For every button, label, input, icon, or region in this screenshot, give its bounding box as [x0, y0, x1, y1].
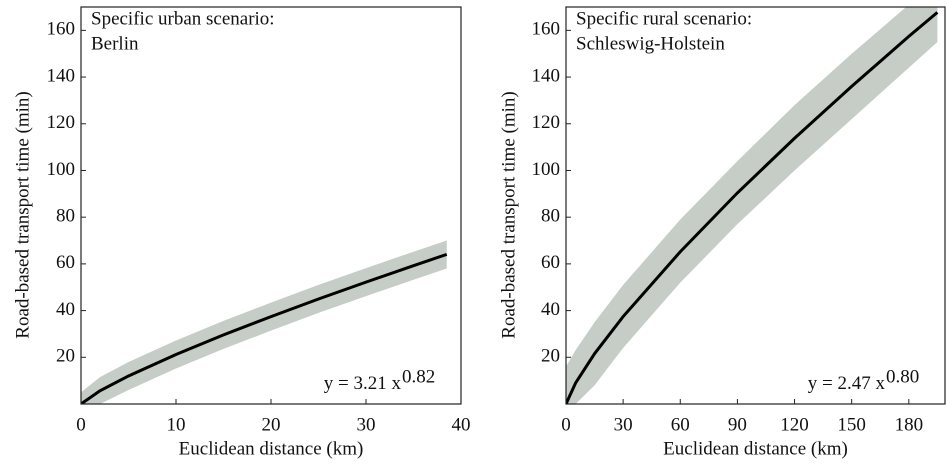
y-tick-label: 120: [532, 112, 561, 133]
x-tick-label: 180: [895, 414, 924, 435]
plot-area: [566, 7, 939, 404]
equation-exponent: 0.82: [402, 366, 435, 387]
y-tick-label: 120: [47, 112, 76, 133]
y-tick-label: 100: [47, 159, 76, 180]
x-tick-label: 150: [837, 414, 866, 435]
x-tick-label: 0: [76, 414, 86, 435]
fit-line: [81, 252, 448, 404]
x-tick-label: 10: [167, 414, 186, 435]
y-tick-label: 100: [532, 159, 561, 180]
x-tick-label: 120: [780, 414, 809, 435]
y-tick-label: 40: [541, 299, 560, 320]
y-axis-label: Road-based transport time (min): [498, 91, 519, 338]
x-tick-label: 20: [262, 414, 281, 435]
y-tick-label: 20: [541, 346, 560, 367]
y-tick-label: 140: [47, 65, 76, 86]
y-tick-label: 160: [47, 19, 76, 40]
confidence-band: [566, 7, 938, 404]
plot-frame: [80, 6, 462, 405]
x-tick-label: 40: [452, 414, 471, 435]
y-tick-label: 60: [541, 252, 560, 273]
y-tick-label: 20: [56, 346, 75, 367]
y-tick-label: 160: [532, 19, 561, 40]
y-axis-label: Road-based transport time (min): [12, 91, 33, 338]
equation-text: y = 3.21 x: [324, 373, 402, 394]
y-tick-label: 140: [532, 65, 561, 86]
y-tick-label: 40: [56, 299, 75, 320]
x-tick-label: 90: [728, 414, 747, 435]
panel-subtitle: Berlin: [91, 33, 139, 54]
panel-subtitle: Schleswig-Holstein: [576, 33, 725, 54]
plot-frame: [565, 6, 946, 405]
x-axis-label: Euclidean distance (km): [663, 438, 848, 459]
plot-area: [81, 240, 448, 404]
equation: y = 3.21 x: [324, 373, 402, 394]
x-axis-label: Euclidean distance (km): [179, 438, 364, 459]
equation: y = 2.47 x: [808, 373, 886, 394]
confidence-band: [81, 240, 447, 404]
panel-title: Specific urban scenario:: [91, 8, 275, 29]
x-tick-label: 60: [671, 414, 690, 435]
equation-exponent: 0.80: [886, 366, 919, 387]
x-tick-label: 30: [614, 414, 633, 435]
panel-title: Specific rural scenario:: [576, 8, 752, 29]
y-tick-label: 60: [56, 252, 75, 273]
y-tick-label: 80: [541, 206, 560, 227]
x-tick-label: 0: [561, 414, 571, 435]
equation-text: y = 2.47 x: [808, 373, 886, 394]
fit-line: [566, 11, 939, 404]
x-tick-label: 30: [357, 414, 376, 435]
y-tick-label: 80: [56, 206, 75, 227]
